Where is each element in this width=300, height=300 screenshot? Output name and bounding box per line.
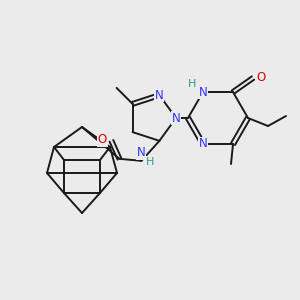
Text: N: N <box>137 146 146 159</box>
Text: O: O <box>256 70 266 83</box>
Text: H: H <box>146 157 154 167</box>
Text: N: N <box>155 89 164 102</box>
Text: N: N <box>199 137 207 151</box>
Text: O: O <box>98 133 107 146</box>
Text: N: N <box>199 85 207 98</box>
Text: N: N <box>172 112 180 124</box>
Text: H: H <box>188 79 196 89</box>
